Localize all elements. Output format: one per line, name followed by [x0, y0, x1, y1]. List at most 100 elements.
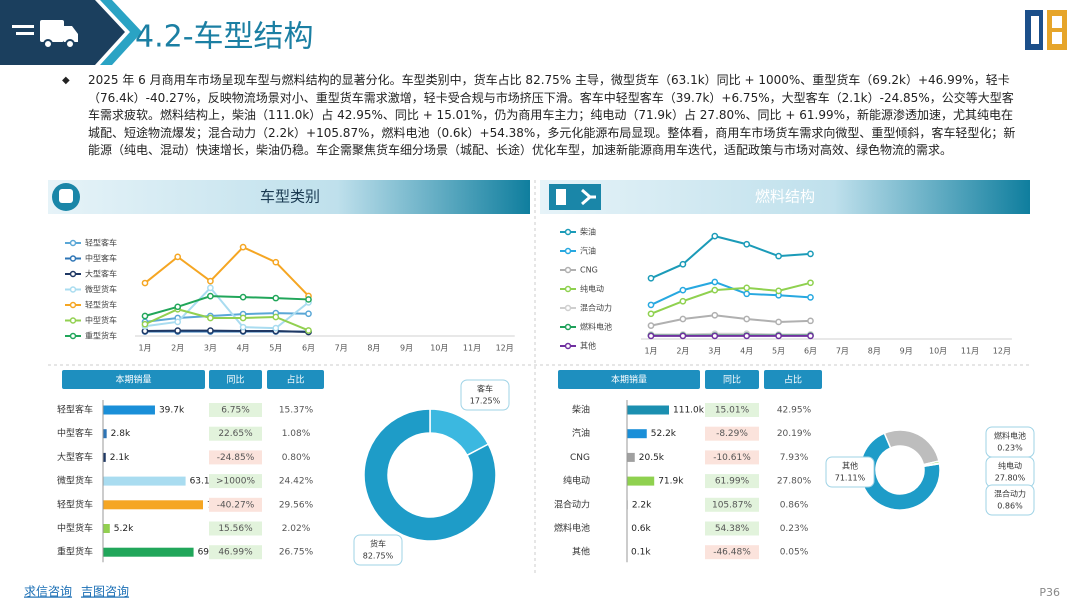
x-tick-label: 7月 [335, 344, 348, 353]
point [141, 279, 149, 287]
point [174, 303, 182, 311]
slice-value: 82.75% [363, 552, 394, 561]
yoy-label: 15.01% [715, 406, 750, 416]
pie-slice [859, 432, 941, 511]
legend-marker [564, 285, 572, 293]
point [679, 286, 687, 294]
point [807, 279, 814, 287]
point [679, 332, 687, 340]
x-tick-label: 3月 [708, 347, 721, 356]
point [807, 294, 814, 301]
row-name: 纯电动 [563, 475, 590, 487]
legend-label: 混合动力 [580, 303, 612, 313]
sales-bar [103, 452, 106, 462]
x-tick-label: 2月 [171, 344, 184, 353]
sales-label: 63.1k [190, 477, 216, 487]
point [305, 296, 312, 303]
yoy-label: 105.87% [712, 500, 752, 510]
legend-label: 中型货车 [85, 315, 117, 325]
share-label: 20.19% [777, 429, 812, 439]
truck-icon [12, 20, 78, 49]
fuel-pump [556, 189, 566, 205]
yoy-label: 54.38% [715, 524, 750, 534]
legend-marker [564, 342, 572, 350]
sales-label: 52.2k [651, 429, 677, 439]
yoy-label: 22.65% [218, 429, 253, 439]
yoy-cell [209, 474, 262, 489]
header-chevron [100, 0, 142, 65]
x-tick-label: 6月 [302, 344, 315, 353]
yoy-cell [209, 450, 262, 465]
row-name: 重型货车 [57, 546, 93, 558]
row-name: 中型货车 [57, 522, 93, 534]
sales-label: 2.2k [632, 500, 652, 510]
legend-label: 其他 [580, 341, 596, 351]
legend-label: 大型客车 [85, 269, 117, 279]
row-name: 其他 [572, 546, 590, 558]
point [272, 324, 280, 332]
point [647, 332, 655, 340]
sales-bar [103, 500, 203, 510]
sales-label: 39.7k [159, 406, 185, 416]
sales-label: 111.0k [673, 406, 705, 416]
table-header [705, 370, 759, 389]
share-label: 7.93% [780, 453, 809, 463]
x-tick-label: 7月 [836, 347, 849, 356]
plug [581, 188, 596, 206]
series-line [650, 281, 811, 315]
yoy-cell [209, 497, 262, 512]
yoy-label: 61.99% [715, 477, 750, 487]
panel-title: 燃料结构 [755, 188, 815, 206]
panel-header [48, 180, 530, 214]
yoy-label: 46.99% [218, 548, 253, 558]
series-line [144, 308, 309, 332]
slice-label: 纯电动 [998, 461, 1022, 471]
sales-label: 71.9k [658, 477, 684, 487]
share-label: 26.75% [279, 548, 314, 558]
series-line [650, 235, 811, 280]
point [239, 323, 247, 331]
point [775, 332, 782, 340]
x-tick-label: 2月 [676, 347, 689, 356]
legend-marker [69, 286, 77, 293]
point [647, 310, 655, 318]
sales-bar [103, 405, 155, 415]
sales-label: 2.8k [111, 429, 131, 439]
table-header [209, 370, 262, 389]
point [141, 312, 149, 320]
x-tick-label: 5月 [269, 344, 282, 353]
table-header-label: 本期销量 [611, 374, 647, 386]
page-number: P36 [1039, 586, 1060, 599]
summary-text: 2025 年 6 月商用车市场呈现车型与燃料结构的显著分化。车型类别中，货车占比… [88, 73, 1016, 157]
yoy-label: 15.56% [218, 524, 253, 534]
legend-label: 微型货车 [85, 284, 117, 294]
row-name: 混合动力 [554, 498, 590, 510]
yoy-cell [705, 403, 759, 417]
row-name: 中型客车 [57, 427, 93, 439]
point [647, 274, 655, 282]
footer-link[interactable]: 求信咨询 [24, 584, 72, 599]
slice-label: 客车 [477, 384, 493, 394]
legend-marker [69, 255, 77, 262]
slice-label: 货车 [370, 539, 386, 549]
sales-bar [103, 476, 186, 486]
point [305, 327, 312, 334]
x-tick-label: 4月 [237, 344, 250, 353]
slice-value: 0.86% [997, 502, 1023, 511]
share-label: 24.42% [279, 477, 314, 487]
panel-title: 车型类别 [260, 188, 320, 206]
legend-marker [564, 266, 572, 274]
point [272, 294, 280, 302]
x-tick-label: 8月 [367, 344, 380, 353]
series-line [144, 329, 309, 333]
table-header-label: 占比 [286, 374, 304, 386]
x-tick-label: 1月 [644, 347, 657, 356]
label-box [985, 426, 1035, 458]
point [239, 293, 247, 301]
point [679, 297, 687, 305]
footer-link[interactable]: 吉图咨询 [81, 584, 129, 599]
x-tick-label: 3月 [204, 344, 217, 353]
row-name: 汽油 [572, 427, 590, 439]
series-line [650, 314, 811, 327]
legend-label: 中型客车 [85, 253, 117, 263]
